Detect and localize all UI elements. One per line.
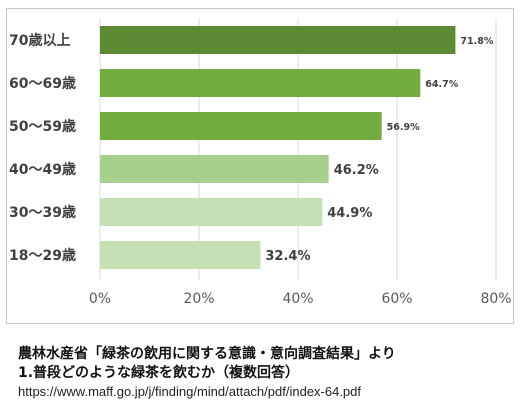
- caption-question-line: 1.普段どのような緑茶を飲むか（複数回答）: [18, 365, 300, 381]
- x-tick-label: 80%: [480, 291, 511, 307]
- x-tick-label: 20%: [183, 291, 214, 307]
- x-tick-label: 40%: [282, 291, 313, 307]
- value-label: 71.8%: [460, 36, 493, 47]
- caption-source-line: 農林水産省「緑茶の飲用に関する意識・意向調査結果」より: [18, 346, 396, 362]
- bar: [100, 198, 323, 226]
- x-tick-label: 0%: [89, 291, 111, 307]
- category-label: 60〜69歳: [9, 75, 76, 92]
- bar: [100, 112, 382, 140]
- value-label: 64.7%: [425, 79, 458, 90]
- value-label: 56.9%: [387, 122, 420, 133]
- value-label: 44.9%: [327, 206, 372, 221]
- caption-url: https://www.maff.go.jp/j/finding/mind/at…: [18, 384, 362, 399]
- value-label: 46.2%: [334, 163, 379, 178]
- caption: 農林水産省「緑茶の飲用に関する意識・意向調査結果」より 1.普段どのような緑茶を…: [18, 345, 523, 401]
- x-tick-label: 60%: [381, 291, 412, 307]
- bar: [100, 155, 329, 183]
- category-label: 50〜59歳: [9, 118, 76, 135]
- bar: [100, 26, 456, 54]
- category-label: 70歳以上: [9, 32, 70, 49]
- bar: [100, 241, 261, 269]
- category-label: 30〜39歳: [9, 204, 76, 221]
- category-label: 40〜49歳: [9, 161, 76, 178]
- bar: [100, 69, 421, 97]
- category-label: 18〜29歳: [9, 247, 76, 264]
- bar-chart: 0% 20% 40% 60% 80% 70歳以上 71.8% 60〜69歳 64.7% 50〜59…: [9, 18, 512, 307]
- value-label: 32.4%: [265, 249, 310, 264]
